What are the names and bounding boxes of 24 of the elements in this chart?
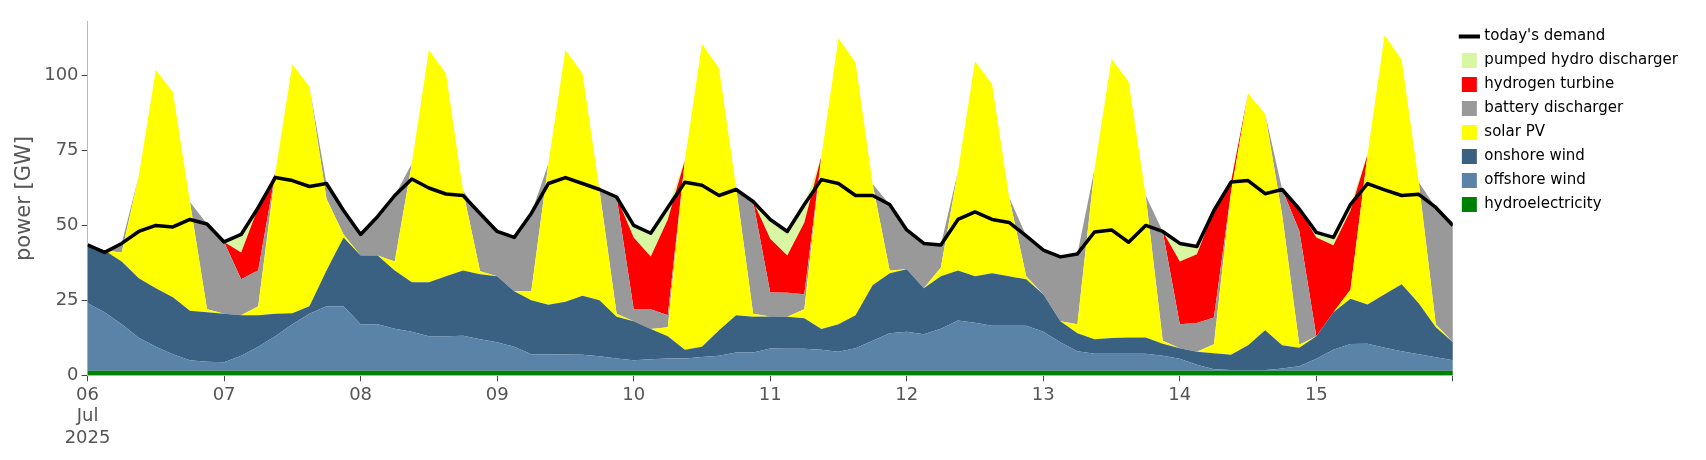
y-tick-label: 100 xyxy=(44,63,79,85)
x-tick-label: 06 Jul 2025 xyxy=(64,382,111,447)
x-tick-label: 10 xyxy=(622,382,646,404)
y-tick-label: 50 xyxy=(55,213,79,235)
legend-label: hydrogen turbine xyxy=(1484,74,1615,93)
x-tick-label: 08 xyxy=(349,382,373,404)
legend-label: hydroelectricity xyxy=(1484,194,1602,213)
x-tick-label: 07 xyxy=(212,382,236,404)
x-tick-label: 14 xyxy=(1168,382,1192,404)
y-axis-title: power [GW] xyxy=(11,135,36,262)
x-tick-label: 15 xyxy=(1304,382,1328,404)
legend-label: solar PV xyxy=(1484,122,1546,141)
x-tick-label: 11 xyxy=(758,382,782,404)
legend-label: pumped hydro discharger xyxy=(1484,50,1679,69)
legend-label: onshore wind xyxy=(1484,146,1585,165)
y-tick-label: 25 xyxy=(55,288,79,309)
x-tick-label: 13 xyxy=(1031,382,1055,404)
y-tick-label: 75 xyxy=(55,138,79,160)
legend-label: battery discharger xyxy=(1484,98,1624,117)
x-tick-label: 09 xyxy=(485,382,509,404)
legend-label: today's demand xyxy=(1484,26,1606,45)
y-tick-label: 0 xyxy=(67,362,79,384)
x-tick-label: 12 xyxy=(895,382,919,404)
legend-label: offshore wind xyxy=(1484,170,1586,189)
